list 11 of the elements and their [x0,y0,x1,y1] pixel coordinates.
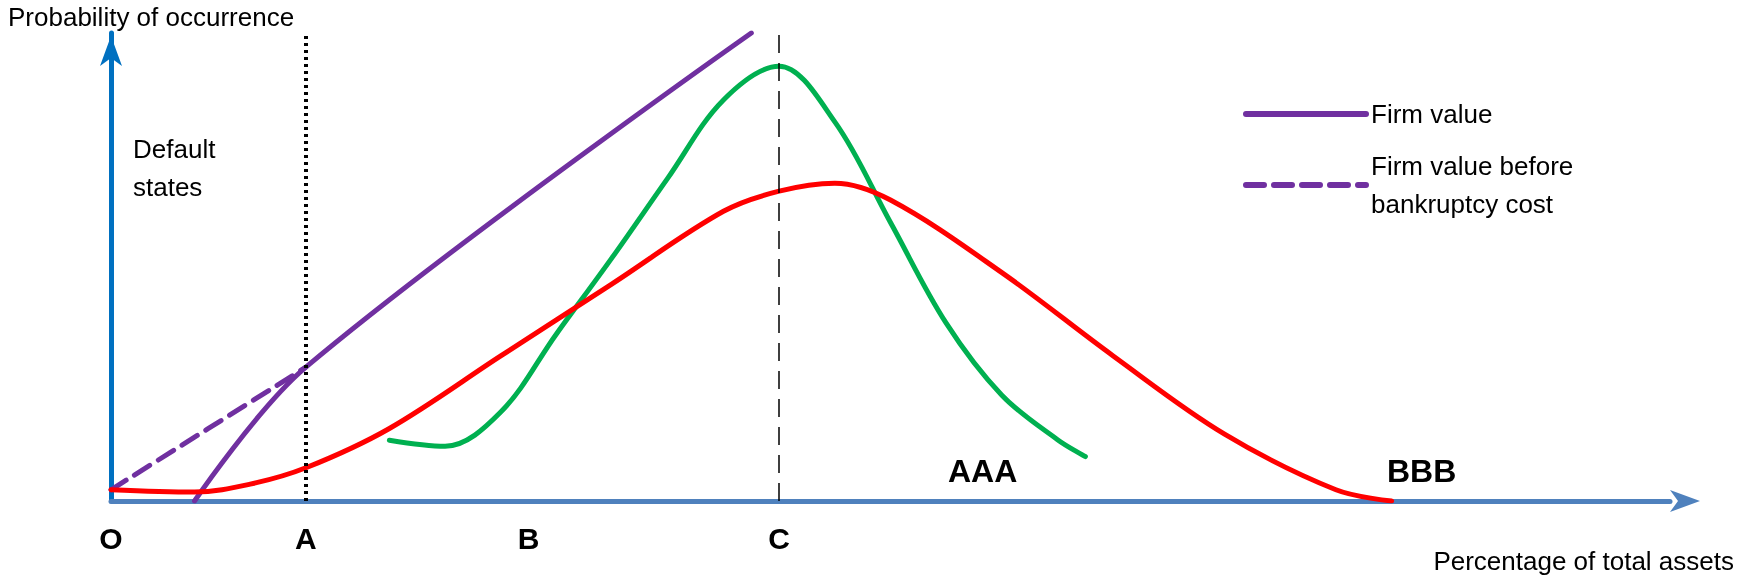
x-tick-label: A [295,521,317,555]
annotation: Default states [133,134,217,202]
annotation: BBB [1387,453,1457,489]
x-axis-title: Percentage of total assets [1433,546,1734,576]
x-tick-label: B [517,521,540,555]
legend-label: Firm value [1371,99,1493,129]
legend-label: Firm value before bankruptcy cost [1371,151,1581,219]
annotation: AAA [948,453,1018,489]
x-tick-label: O [99,521,123,555]
y-axis-title: Probability of occurrence [8,2,295,32]
x-tick-label: C [768,521,790,555]
